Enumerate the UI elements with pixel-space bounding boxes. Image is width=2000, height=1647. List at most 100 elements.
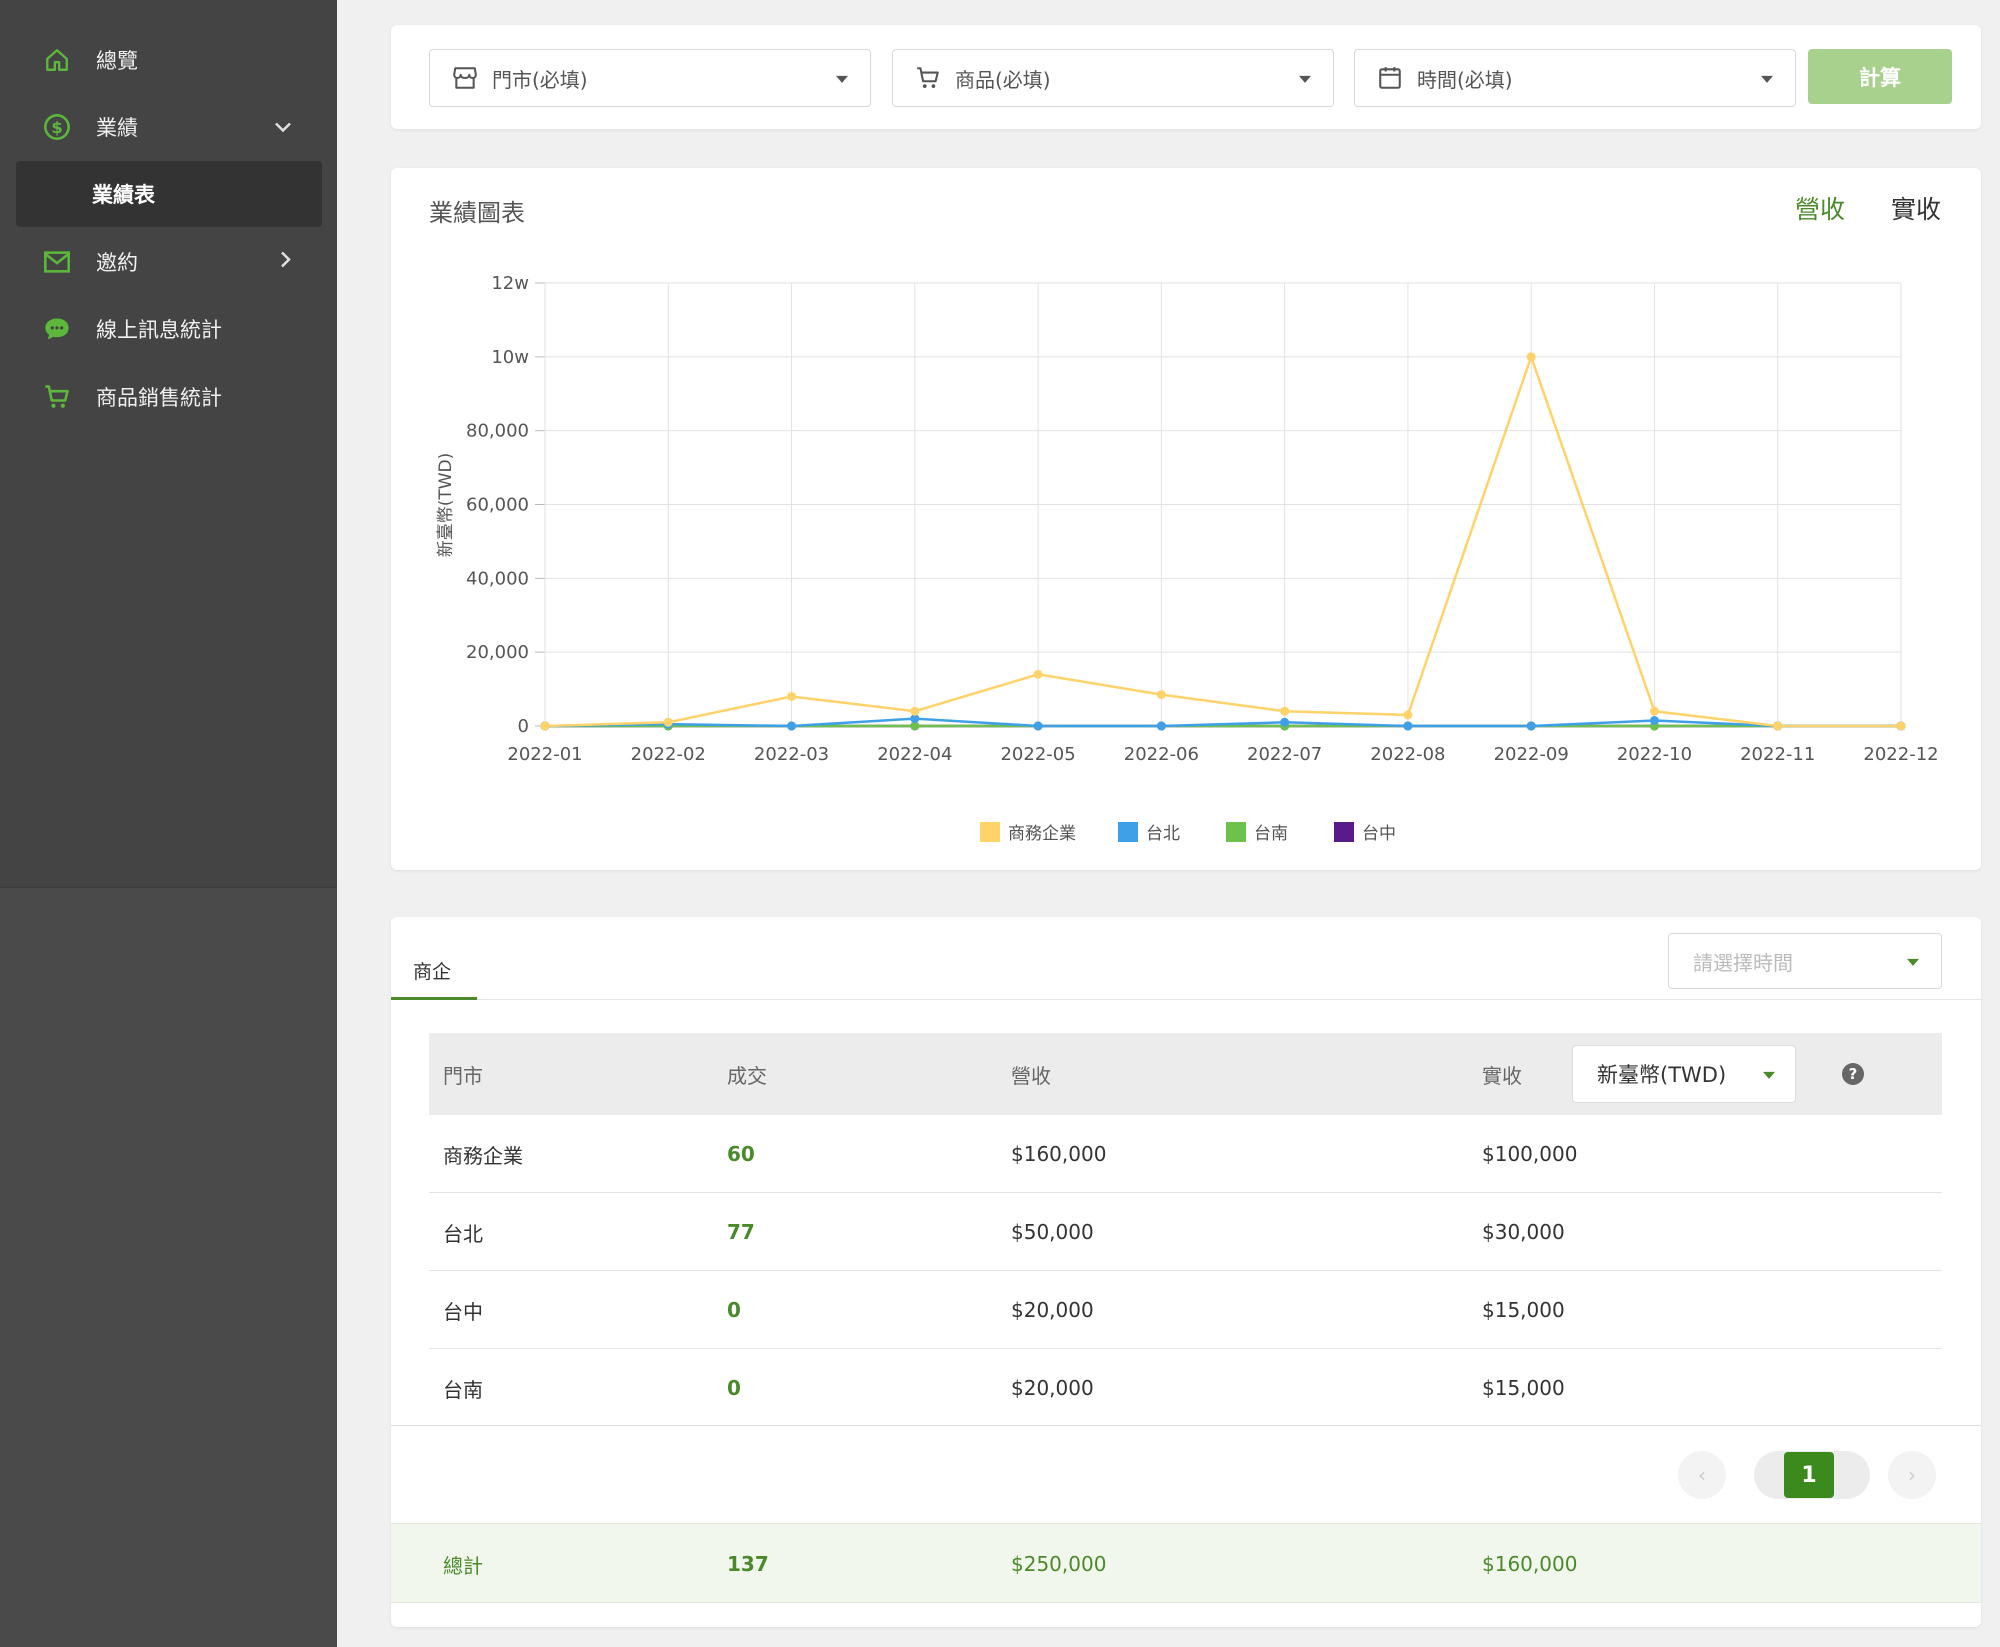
calculate-button[interactable]: 計算	[1808, 49, 1952, 104]
caret-down-icon	[836, 75, 848, 83]
header-received: 實收	[1482, 1063, 1522, 1088]
cell-deals[interactable]: 60	[727, 1142, 755, 1166]
currency-value: 新臺幣(TWD)	[1597, 1063, 1727, 1087]
chevron-right-icon	[280, 250, 292, 275]
sidebar-item-label: 業績表	[92, 183, 155, 207]
toggle-received[interactable]: 實收	[1891, 195, 1942, 224]
cell-received: $15,000	[1482, 1298, 1565, 1322]
x-tick-label: 2022-02	[631, 744, 706, 765]
data-point	[1033, 721, 1043, 731]
caret-down-icon	[1761, 75, 1773, 83]
header-revenue: 營收	[1011, 1063, 1051, 1088]
cell-deals[interactable]: 0	[727, 1298, 741, 1322]
sidebar-item-performance[interactable]: $ 業績	[16, 94, 322, 160]
sidebar-item-label: 線上訊息統計	[96, 318, 222, 342]
data-point	[1033, 669, 1043, 679]
product-select[interactable]: 商品(必填)	[892, 49, 1334, 107]
cell-received: $30,000	[1482, 1220, 1565, 1244]
sidebar-item-label: 總覽	[96, 49, 138, 73]
data-point	[1649, 715, 1659, 725]
data-point	[540, 721, 550, 731]
dollar-icon: $	[42, 112, 72, 142]
legend-swatch	[1226, 822, 1246, 842]
x-tick-label: 2022-10	[1617, 744, 1692, 765]
data-point	[1403, 721, 1413, 731]
cell-deals[interactable]: 0	[727, 1376, 741, 1400]
line-chart: 0 20,000 40,000 60,000 80,000 10w 12w 2022-01 20…	[436, 273, 1939, 844]
x-tick-label: 2022-06	[1124, 744, 1199, 765]
cell-deals[interactable]: 77	[727, 1220, 755, 1244]
cart-icon	[915, 64, 943, 92]
pager-page-button[interactable]: 1	[1784, 1452, 1834, 1498]
sidebar-item-overview[interactable]: 總覽	[16, 27, 322, 93]
cell-store: 台中	[443, 1299, 483, 1324]
cell-received: $15,000	[1482, 1376, 1565, 1400]
pager-next-button[interactable]: ›	[1888, 1451, 1936, 1499]
performance-table-card: 商企 請選擇時間 門市 成交 營收 實收 新臺幣(TWD) ? 商務企業 60 …	[391, 917, 1981, 1627]
y-axis-label: 新臺幣(TWD)	[436, 453, 456, 558]
sidebar-item-label: 業績	[96, 116, 138, 140]
tab-business[interactable]: 商企	[413, 961, 452, 983]
y-tick-label: 80,000	[466, 421, 529, 442]
x-tick-label: 2022-03	[754, 744, 829, 765]
cell-store: 台北	[443, 1221, 483, 1246]
x-tick-label: 2022-11	[1740, 744, 1815, 765]
x-tick-label: 2022-09	[1494, 744, 1569, 765]
store-select-value: 門市(必填)	[492, 67, 588, 92]
legend-label: 商務企業	[1008, 824, 1076, 844]
total-label: 總計	[443, 1553, 483, 1578]
cart-icon	[42, 382, 72, 412]
sidebar-item-online-messages[interactable]: 線上訊息統計	[16, 296, 322, 362]
cell-revenue: $160,000	[1011, 1142, 1107, 1166]
store-select[interactable]: 門市(必填)	[429, 49, 871, 107]
tab-active-indicator	[391, 997, 477, 1000]
data-point	[910, 706, 920, 716]
x-tick-label: 2022-04	[877, 744, 952, 765]
help-icon[interactable]: ?	[1842, 1063, 1864, 1085]
data-point	[787, 691, 797, 701]
cell-received: $100,000	[1482, 1142, 1578, 1166]
total-received: $160,000	[1482, 1552, 1578, 1576]
sidebar-item-product-sales[interactable]: 商品銷售統計	[16, 364, 322, 430]
table-time-select[interactable]: 請選擇時間	[1668, 933, 1942, 989]
data-point	[1156, 690, 1166, 700]
product-select-value: 商品(必填)	[955, 67, 1051, 92]
table-total-row: 總計 137 $250,000 $160,000	[391, 1523, 1981, 1603]
y-tick-label: 0	[518, 716, 529, 737]
header-deals: 成交	[727, 1063, 767, 1088]
y-tick-label: 60,000	[466, 495, 529, 516]
caret-down-icon	[1763, 1071, 1775, 1079]
series-line	[544, 353, 1901, 728]
cell-revenue: $50,000	[1011, 1220, 1094, 1244]
sidebar-menu-area	[0, 0, 337, 888]
data-point	[1526, 721, 1536, 731]
data-point	[1280, 717, 1290, 727]
series-line	[544, 717, 1901, 728]
x-tick-label: 2022-12	[1863, 744, 1938, 765]
chat-icon	[42, 314, 72, 344]
y-tick-label: 10w	[491, 347, 529, 368]
tab-divider	[391, 999, 1981, 1000]
chevron-down-icon	[274, 115, 292, 140]
data-point	[1156, 721, 1166, 731]
currency-select[interactable]: 新臺幣(TWD)	[1572, 1045, 1796, 1103]
y-tick-label: 12w	[491, 273, 529, 294]
sidebar-item-invitation[interactable]: 邀約	[16, 229, 322, 295]
legend-label: 台中	[1362, 824, 1396, 844]
sidebar-item-performance-table[interactable]: 業績表	[16, 161, 322, 227]
sidebar-item-label: 邀約	[96, 251, 138, 275]
pager-prev-button[interactable]: ‹	[1678, 1451, 1726, 1499]
filter-bar: 門市(必填) 商品(必填) 時間(必填) 計算	[391, 25, 1981, 129]
sidebar: 總覽 $ 業績 業績表 邀約 線上訊息統計 商品銷售統計	[0, 0, 337, 1647]
home-icon	[42, 45, 72, 75]
time-select[interactable]: 時間(必填)	[1354, 49, 1796, 107]
toggle-revenue[interactable]: 營收	[1795, 195, 1846, 224]
time-select-value: 時間(必填)	[1417, 67, 1513, 92]
sidebar-item-label: 商品銷售統計	[96, 386, 222, 410]
y-tick-label: 20,000	[466, 642, 529, 663]
data-point	[787, 721, 797, 731]
store-icon	[452, 64, 480, 92]
svg-text:$: $	[51, 118, 62, 137]
legend-swatch	[980, 822, 1000, 842]
data-point	[1896, 721, 1906, 731]
